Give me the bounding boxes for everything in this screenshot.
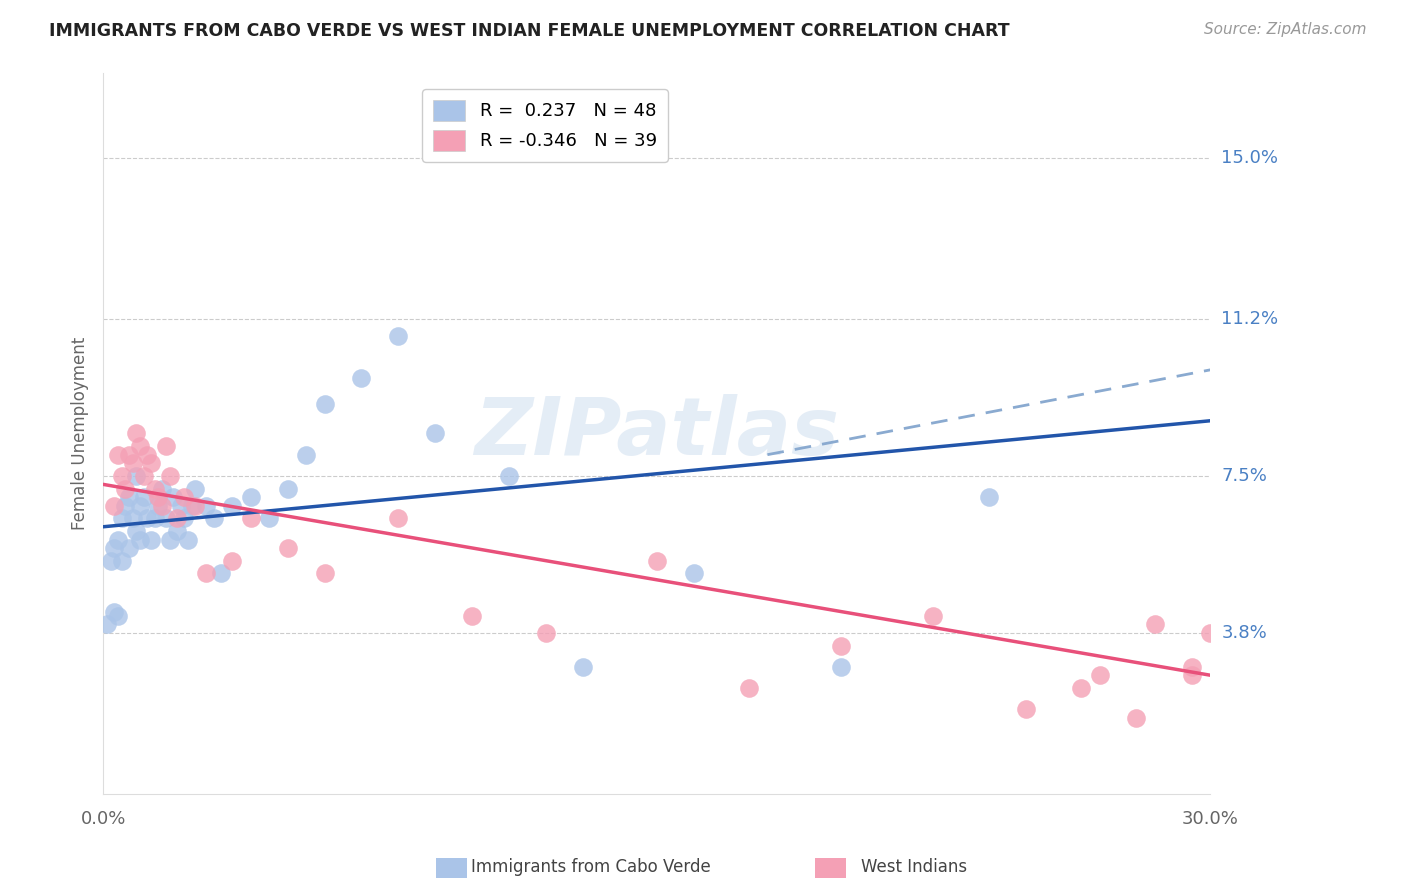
Point: [143, 482, 166, 496]
Y-axis label: Female Unemployment: Female Unemployment: [72, 337, 89, 530]
Point: [1015, 702, 1038, 716]
Point: [166, 524, 188, 538]
Point: [103, 605, 125, 619]
Point: [103, 541, 125, 555]
Point: [209, 566, 232, 581]
Point: [169, 499, 191, 513]
Point: [150, 499, 173, 513]
Point: [118, 541, 141, 555]
Point: [830, 659, 852, 673]
Point: [118, 448, 141, 462]
Point: [107, 608, 129, 623]
Point: [100, 554, 122, 568]
Point: [136, 448, 159, 462]
Point: [155, 511, 177, 525]
Point: [738, 681, 761, 695]
Point: [107, 533, 129, 547]
Point: [682, 566, 704, 581]
Point: [387, 329, 409, 343]
Text: 11.2%: 11.2%: [1222, 310, 1278, 328]
Point: [350, 371, 373, 385]
Legend: R =  0.237   N = 48, R = -0.346   N = 39: R = 0.237 N = 48, R = -0.346 N = 39: [422, 89, 668, 161]
Point: [314, 397, 336, 411]
Text: 3.8%: 3.8%: [1222, 624, 1267, 642]
Point: [166, 511, 188, 525]
Point: [1125, 711, 1147, 725]
Point: [129, 499, 152, 513]
Point: [239, 511, 262, 525]
Point: [1181, 668, 1204, 682]
Point: [150, 482, 173, 496]
Point: [114, 482, 136, 496]
Point: [922, 608, 945, 623]
Point: [162, 490, 184, 504]
Text: Source: ZipAtlas.com: Source: ZipAtlas.com: [1204, 22, 1367, 37]
Point: [132, 469, 155, 483]
Point: [645, 554, 668, 568]
Text: IMMIGRANTS FROM CABO VERDE VS WEST INDIAN FEMALE UNEMPLOYMENT CORRELATION CHART: IMMIGRANTS FROM CABO VERDE VS WEST INDIA…: [49, 22, 1010, 40]
Point: [110, 469, 132, 483]
Point: [103, 499, 125, 513]
Point: [125, 426, 148, 441]
Point: [295, 448, 318, 462]
Point: [132, 490, 155, 504]
Point: [177, 533, 200, 547]
Point: [534, 625, 557, 640]
Point: [180, 499, 202, 513]
Point: [202, 511, 225, 525]
Point: [461, 608, 484, 623]
Point: [125, 469, 148, 483]
Point: [572, 659, 595, 673]
Text: ZIPatlas: ZIPatlas: [474, 394, 839, 473]
Point: [977, 490, 1000, 504]
Text: 15.0%: 15.0%: [1222, 149, 1278, 167]
Point: [1181, 659, 1204, 673]
Point: [425, 426, 447, 441]
Point: [96, 617, 118, 632]
Point: [129, 439, 152, 453]
Point: [184, 482, 207, 496]
Point: [121, 456, 143, 470]
Point: [1070, 681, 1092, 695]
Text: 7.5%: 7.5%: [1222, 467, 1267, 485]
Point: [314, 566, 336, 581]
Point: [155, 439, 177, 453]
Point: [1088, 668, 1111, 682]
Point: [239, 490, 262, 504]
Text: West Indians: West Indians: [860, 858, 967, 876]
Point: [221, 499, 243, 513]
Point: [159, 469, 181, 483]
Point: [125, 524, 148, 538]
Point: [121, 511, 143, 525]
Point: [195, 566, 218, 581]
Point: [830, 639, 852, 653]
Point: [118, 490, 141, 504]
Point: [195, 499, 218, 513]
Point: [114, 499, 136, 513]
Point: [148, 499, 170, 513]
Point: [277, 482, 299, 496]
Point: [107, 448, 129, 462]
Point: [159, 533, 181, 547]
Point: [139, 456, 162, 470]
Point: [498, 469, 520, 483]
Point: [1199, 625, 1222, 640]
Point: [387, 511, 409, 525]
Point: [277, 541, 299, 555]
Point: [148, 490, 170, 504]
Point: [139, 533, 162, 547]
Point: [143, 511, 166, 525]
Point: [221, 554, 243, 568]
Point: [184, 499, 207, 513]
Point: [110, 554, 132, 568]
Point: [129, 533, 152, 547]
Point: [173, 490, 195, 504]
Point: [257, 511, 280, 525]
Point: [1143, 617, 1166, 632]
Point: [173, 511, 195, 525]
Text: Immigrants from Cabo Verde: Immigrants from Cabo Verde: [471, 858, 710, 876]
Point: [136, 511, 159, 525]
Point: [110, 511, 132, 525]
